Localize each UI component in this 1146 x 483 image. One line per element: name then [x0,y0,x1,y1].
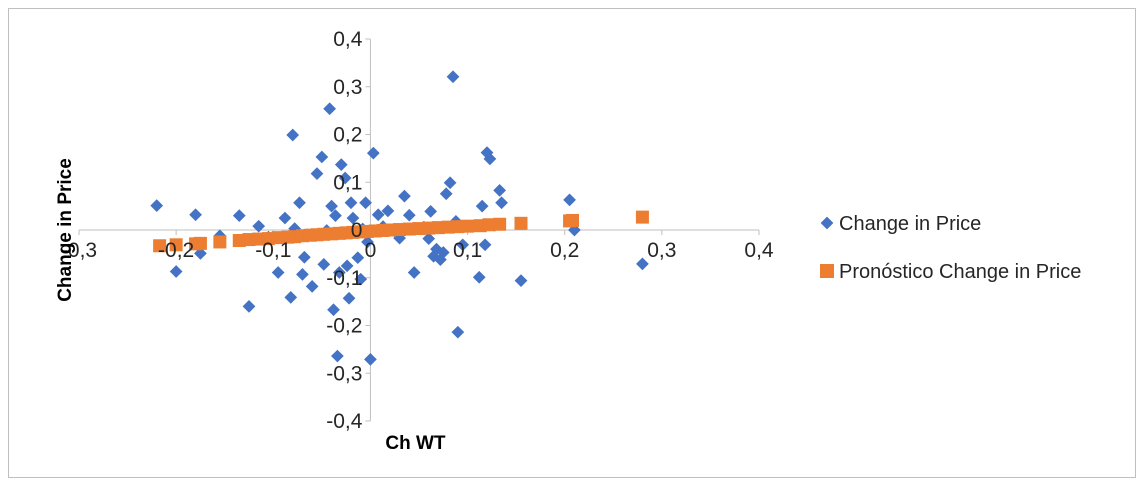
data-point [338,171,352,185]
data-point [252,219,266,233]
data-point [563,193,576,207]
data-point [439,187,453,201]
data-point [565,213,579,227]
y-tick-label: 0,4 [333,28,363,51]
data-point [271,266,285,279]
x-tick-label: 0,4 [744,239,774,262]
legend-label-change-in-price: Change in Price [839,213,981,235]
data-point [150,199,164,213]
series-change-in-price [150,70,649,366]
y-axis-title: Change in Price [55,158,76,302]
data-point [359,196,372,210]
data-point [381,204,395,218]
data-point [451,325,465,339]
y-tick-label: -0,1 [326,267,362,290]
data-point [327,303,340,317]
data-point [475,199,489,213]
data-point [446,70,460,84]
data-point [317,258,331,271]
data-point [213,235,227,249]
data-point [344,196,358,210]
data-point [351,251,365,265]
data-point [325,199,338,213]
y-tick-label: -0,4 [326,410,363,433]
scatter-chart: -0,3 -0,2 -0,1 0 0,1 0,2 0,3 0,40,40,30,20,10-0… [55,28,1081,454]
chart-frame: -0,3 -0,2 -0,1 0 0,1 0,2 0,3 0,4 0,4 0,3 0,2 0,1 0 -0… [8,8,1136,478]
data-point [278,211,292,225]
data-point [310,167,324,181]
y-tick-label: 0,2 [333,124,362,147]
data-point [493,184,506,197]
data-point [493,217,507,231]
data-point [296,268,309,281]
data-point [436,246,450,259]
data-point [305,279,319,293]
data-point [315,150,329,164]
data-point [514,216,528,230]
data-point [242,300,256,313]
data-point [366,146,380,160]
y-tick-label: -0,2 [326,315,362,338]
data-point [456,238,470,252]
data-point [293,196,306,210]
series-layer [150,70,649,366]
data-point [514,274,528,287]
data-point [478,238,492,252]
series-pronostico-change-in-price [153,210,649,253]
data-point [153,239,167,253]
x-tick-label: 0,3 [647,239,676,262]
data-point [334,158,348,171]
data-point [371,208,385,222]
data-point [232,209,246,223]
data-point [407,266,421,279]
data-point [361,235,374,249]
x-tick-label: 0 [365,239,377,262]
data-point [286,128,300,142]
data-point [483,152,497,166]
data-point [298,250,311,264]
data-point [284,290,298,304]
data-point [189,208,202,222]
y-tick-label: 0,3 [333,76,362,99]
legend-item-pronostico: Pronóstico Change in Price [820,261,1081,283]
data-point [193,236,207,250]
x-tick-label: 0,1 [453,239,482,262]
data-point [346,211,360,225]
data-point [402,208,416,222]
y-tick-label: 0,1 [333,171,362,194]
x-tick-label: -0,1 [255,239,291,262]
data-point [354,272,368,286]
data-point [495,196,508,210]
data-point [332,266,346,279]
data-point [342,291,356,305]
data-point [461,219,475,233]
x-tick-label: -0,2 [158,239,194,262]
data-point [331,349,344,363]
data-point [398,189,411,203]
data-point [472,270,486,284]
tick-labels: -0,3 -0,2 -0,1 0 0,1 0,2 0,3 0,40,40,30,20,10-0… [61,28,774,433]
data-point [169,265,183,278]
data-point [340,259,354,273]
x-tick-label: -0,3 [61,239,97,262]
y-tick-label: -0,3 [326,362,362,385]
data-point [482,218,496,232]
data-point [364,353,377,366]
legend-label-pronostico: Pronóstico Change in Price [839,261,1081,283]
data-point [443,176,457,190]
legend-marker-square [820,264,834,278]
data-point [323,102,336,116]
legend-item-change-in-price: Change in Price [820,213,981,235]
x-tick-label: 0,2 [550,239,579,262]
y-tick-label: 0 [351,219,363,242]
x-axis-title: Ch WT [385,433,446,454]
data-point [329,209,342,223]
legend: Change in Price Pronóstico Change in Pri… [820,213,1081,283]
data-point [424,205,438,218]
legend-marker-diamond [820,216,834,230]
data-point [422,232,436,245]
data-point [635,210,649,224]
data-point [169,238,183,252]
